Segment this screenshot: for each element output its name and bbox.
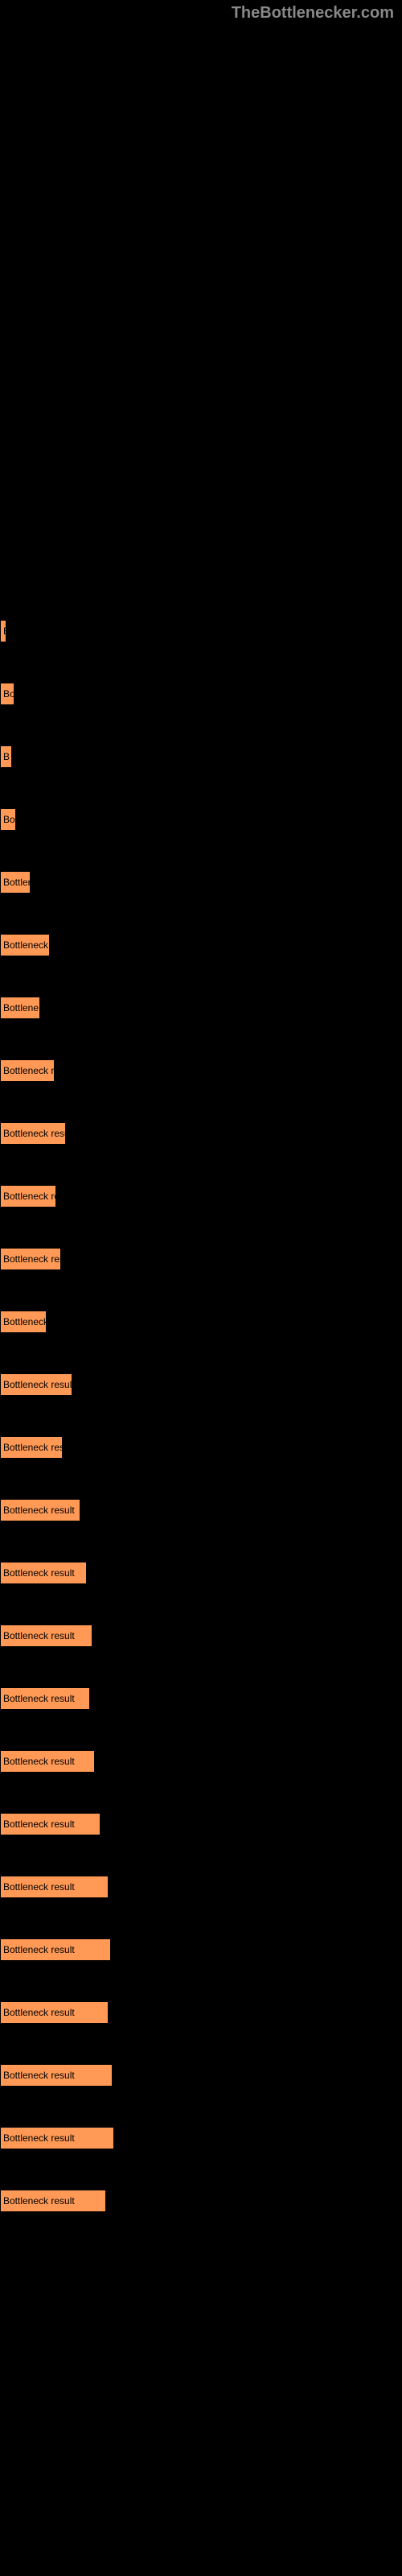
bar-row: Bottleneck res: [0, 1436, 402, 1459]
chart-bar: Bottlene: [0, 997, 40, 1019]
bar-row: B: [0, 745, 402, 768]
bar-row: Bottleneck: [0, 1311, 402, 1333]
chart-bar: B: [0, 745, 12, 768]
bar-row: Bottleneck result: [0, 2190, 402, 2212]
bar-chart: B Bo B Bo Bottlen Bottleneck r Bottlene Bottlen…: [0, 0, 402, 2212]
chart-bar: Bottleneck result: [0, 2127, 114, 2149]
bar-row: Bottleneck result: [0, 1499, 402, 1521]
chart-bar: Bottleneck result: [0, 2001, 109, 2024]
bar-row: B: [0, 620, 402, 642]
chart-bar: Bottleneck res: [0, 1436, 63, 1459]
chart-bar: Bottleneck result: [0, 2064, 113, 2087]
bar-row: Bottleneck result: [0, 2001, 402, 2024]
chart-bar: Bottleneck result: [0, 1687, 90, 1710]
chart-bar: Bo: [0, 683, 14, 705]
chart-bar: Bottleneck r: [0, 934, 50, 956]
chart-bar: Bottleneck resul: [0, 1122, 66, 1145]
bar-row: Bo: [0, 683, 402, 705]
bar-row: Bottleneck res: [0, 1248, 402, 1270]
bar-row: Bottleneck result: [0, 1938, 402, 1961]
bar-row: Bottleneck re: [0, 1185, 402, 1208]
chart-bar: Bottleneck: [0, 1311, 47, 1333]
bar-row: Bottleneck result: [0, 1876, 402, 1898]
chart-bar: Bottleneck result: [0, 1813, 100, 1835]
bar-row: Bottleneck result: [0, 1687, 402, 1710]
chart-bar: Bottlen: [0, 871, 31, 894]
chart-bar: Bottleneck result: [0, 1624, 92, 1647]
chart-bar: Bo: [0, 808, 16, 831]
bar-row: Bottleneck result: [0, 1624, 402, 1647]
chart-bar: Bottleneck result: [0, 1373, 72, 1396]
chart-bar: Bottleneck re: [0, 1059, 55, 1082]
bar-row: Bottleneck result: [0, 1562, 402, 1584]
chart-bar: Bottleneck result: [0, 1938, 111, 1961]
chart-bar: Bottleneck res: [0, 1248, 61, 1270]
bar-row: Bottleneck result: [0, 1750, 402, 1773]
bar-row: Bottlene: [0, 997, 402, 1019]
bar-row: Bo: [0, 808, 402, 831]
chart-bar: Bottleneck result: [0, 2190, 106, 2212]
bar-row: Bottleneck resul: [0, 1122, 402, 1145]
bar-row: Bottlen: [0, 871, 402, 894]
chart-bar: Bottleneck result: [0, 1750, 95, 1773]
chart-bar: Bottleneck result: [0, 1499, 80, 1521]
bar-row: Bottleneck result: [0, 2064, 402, 2087]
bar-row: Bottleneck result: [0, 2127, 402, 2149]
bar-row: Bottleneck result: [0, 1373, 402, 1396]
chart-bar: Bottleneck result: [0, 1562, 87, 1584]
bar-row: Bottleneck r: [0, 934, 402, 956]
bar-row: Bottleneck result: [0, 1813, 402, 1835]
chart-bar: B: [0, 620, 6, 642]
chart-bar: Bottleneck result: [0, 1876, 109, 1898]
bar-row: Bottleneck re: [0, 1059, 402, 1082]
watermark-text: TheBottlenecker.com: [232, 4, 394, 23]
chart-bar: Bottleneck re: [0, 1185, 56, 1208]
